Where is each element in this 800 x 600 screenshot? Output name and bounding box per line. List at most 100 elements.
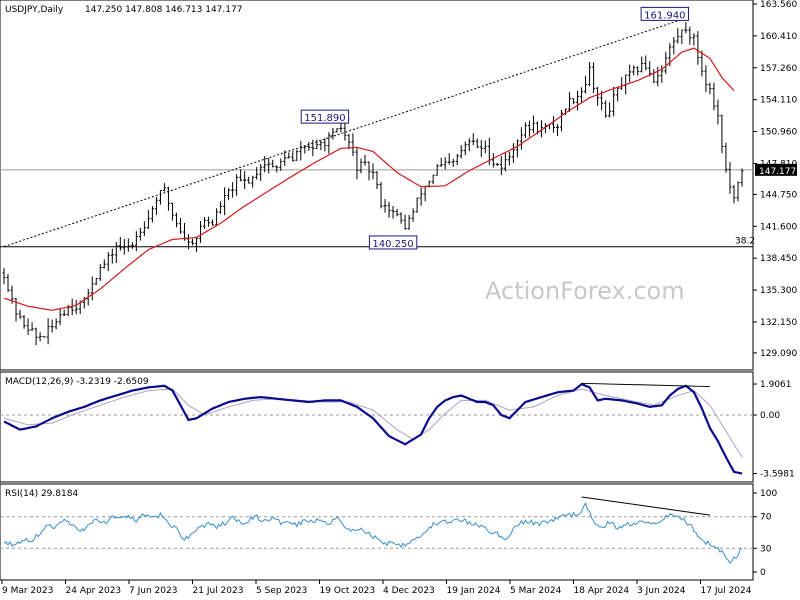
price-bar [367,161,371,181]
price-bar [732,184,736,204]
price-bar [351,133,355,157]
price-bar [355,148,359,180]
x-tick-label: 9 Mar 2023 [2,586,53,596]
x-tick-label: 21 Jul 2023 [193,586,244,596]
price-bar [584,75,588,94]
price-bar [134,231,138,252]
price-bar [26,318,30,335]
price-bar [263,156,267,173]
price-bar [267,158,271,174]
price-bar [323,138,327,152]
price-bar [295,149,299,161]
rsi-line [3,502,743,565]
price-bar [319,140,323,151]
price-bar [736,181,740,202]
price-bar [608,102,612,118]
price-bar [656,66,660,87]
price-bar [431,174,435,185]
price-tick-label: 163.560 [760,0,797,10]
macd-signal-line [3,388,743,458]
price-bar [6,273,10,292]
price-bar [142,221,146,236]
price-tick-label: 144.750 [760,190,797,200]
price-bar [551,116,555,133]
price-bar [576,90,580,111]
chart-symbol: USDJPY,Daily [5,5,64,15]
price-bar [660,65,664,83]
price-tick-label: 154.110 [760,96,797,106]
price-bar [696,31,700,65]
x-tick-label: 19 Oct 2023 [320,586,376,596]
price-bar [640,56,644,73]
price-bar [467,138,471,152]
x-tick-label: 3 Jun 2024 [637,586,686,596]
price-bar [34,327,38,346]
price-tick-label: 138.450 [760,254,797,264]
price-bar [90,276,94,301]
label-mid-box [300,109,350,124]
price-bar [592,62,596,94]
price-bar [203,216,207,229]
price-bar [515,139,519,158]
rsi-divergence-line [581,496,710,516]
price-bar [435,164,439,176]
price-bar [287,152,291,159]
price-bar [463,141,467,156]
price-bar [42,335,46,338]
price-bar [347,134,351,150]
price-bar [616,86,620,102]
price-bar [50,319,54,333]
price-bar [672,37,676,55]
price-bar [684,22,688,34]
price-bar [491,153,495,168]
macd-header: MACD(12,26,9) -3.2319 -2.6509 [5,377,149,387]
price-bar [130,242,134,249]
price-bar [211,219,215,226]
macd-tick-label: 1.9061 [760,380,792,390]
price-bar [612,86,616,117]
price-bar [692,33,696,46]
price-bar [247,176,251,184]
x-tick-label: 24 Apr 2023 [66,586,122,596]
trendline-0 [3,20,678,248]
rsi-header: RSI(14) 29.8184 [5,489,78,499]
x-tick-label: 5 Sep 2023 [256,586,307,596]
price-tick-label: 150.960 [760,128,797,138]
price-panel-frame [0,0,754,371]
price-bar [507,151,511,166]
price-bar [98,264,102,281]
price-bar [331,127,335,140]
rsi-tick-label: 0 [760,568,766,578]
price-bar [74,299,78,315]
price-bar [219,201,223,214]
price-bar [636,66,640,76]
current-price-label: 147.177 [759,167,796,177]
macd-tick-label: 0.00 [760,411,780,421]
price-bar [162,183,166,192]
price-bar [335,128,339,133]
price-bar [259,164,263,182]
price-bar [62,309,66,317]
price-bar [343,122,347,141]
price-bar [102,259,106,269]
rsi-tick-label: 30 [760,544,772,554]
price-bar [106,252,110,272]
price-bar [704,65,708,93]
price-bar [307,141,311,151]
price-bar [479,140,483,158]
price-bar [166,186,170,211]
price-bar [215,208,219,226]
price-bar [359,158,363,174]
macd-line [3,382,743,475]
price-bar [174,212,178,228]
price-tick-label: 132.150 [760,318,797,328]
price-bar [447,153,451,165]
price-bar [271,159,275,168]
price-bar [251,175,255,188]
price-bar [399,212,403,224]
fib-label: 38.2 [735,237,755,247]
price-bar [596,86,600,106]
price-bar [499,156,503,176]
price-bar [30,322,34,331]
rsi-tick-label: 100 [760,489,777,499]
